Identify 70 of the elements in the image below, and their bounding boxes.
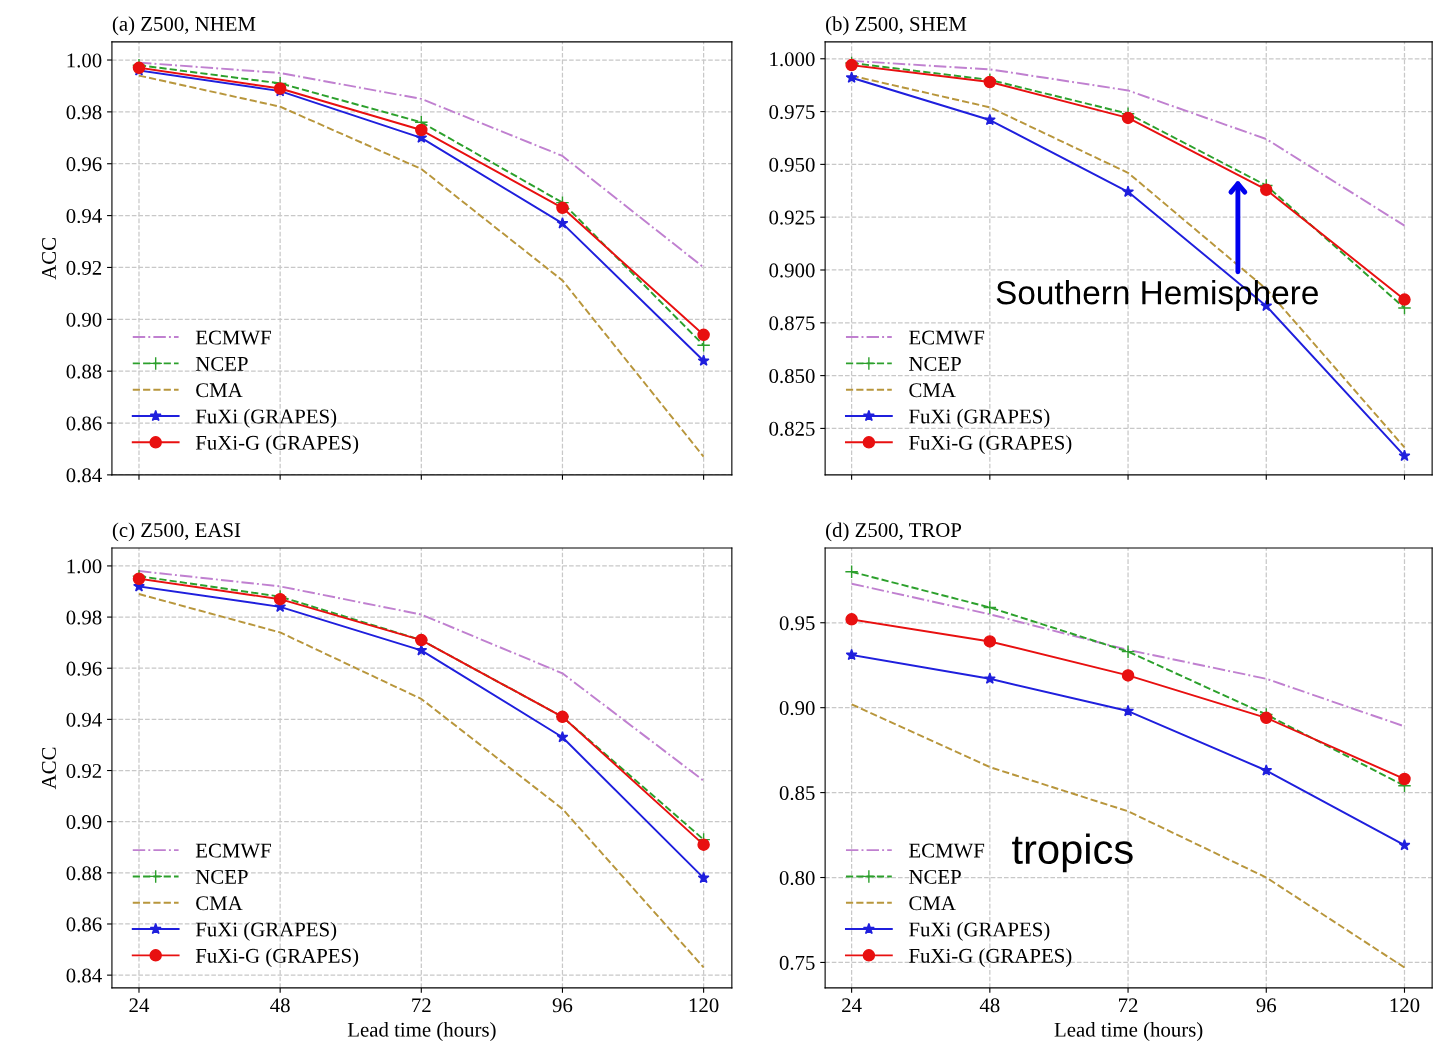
y-tick-label: 0.92 xyxy=(66,763,102,779)
legend-label: CMA xyxy=(196,383,243,398)
x-tick-label: 72 xyxy=(1119,998,1138,1013)
y-tick-label: 0.90 xyxy=(66,312,102,327)
legend-label: ECMWF xyxy=(195,330,271,345)
y-tick-label: 0.84 xyxy=(66,968,102,983)
y-tick-label: 0.95 xyxy=(779,616,815,631)
y-tick-label: 0.88 xyxy=(66,364,102,379)
legend-label: FuXi (GRAPES) xyxy=(909,921,1050,941)
legend-label: FuXi-G (GRAPES) xyxy=(909,948,1072,968)
x-tick-label: 48 xyxy=(270,998,290,1013)
y-tick-label: 1.00 xyxy=(67,559,102,574)
legend-label: CMA xyxy=(196,896,243,911)
legend-label: NCEP xyxy=(195,869,248,884)
y-tick-label: 0.94 xyxy=(66,208,102,224)
x-tick-label: 96 xyxy=(552,998,573,1013)
legend-label: FuXi-G (GRAPES) xyxy=(195,948,359,968)
y-tick-label: 0.86 xyxy=(66,917,102,932)
x-tick-label: 120 xyxy=(1390,998,1420,1013)
x-tick-label: 96 xyxy=(1256,998,1277,1013)
y-tick-label: 0.825 xyxy=(769,421,815,436)
chart-title: (d) Z500, TROP xyxy=(826,522,962,542)
y-tick-label: 1.00 xyxy=(67,53,102,68)
y-tick-label: 0.90 xyxy=(66,815,102,830)
x-tick-label: 72 xyxy=(412,998,431,1013)
legend-label: FuXi-G (GRAPES) xyxy=(195,435,359,455)
x-axis-title: Lead time (hours) xyxy=(347,1022,496,1041)
x-tick-label: 48 xyxy=(979,998,1000,1013)
y-tick-label: 0.80 xyxy=(779,870,815,886)
y-tick-label: 0.84 xyxy=(66,468,102,483)
legend-label: NCEP xyxy=(195,356,248,371)
legend-label: ECMWF xyxy=(909,330,985,345)
legend-label: ECMWF xyxy=(195,843,271,858)
x-tick-label: 24 xyxy=(129,998,150,1013)
y-tick-label: 0.975 xyxy=(769,104,815,120)
y-tick-label: 0.92 xyxy=(66,260,102,275)
y-tick-label: 0.75 xyxy=(779,955,815,970)
y-tick-label: 0.900 xyxy=(769,263,815,278)
legend-label: NCEP xyxy=(909,356,961,371)
chart-title: (b) Z500, SHEM xyxy=(826,16,967,36)
y-tick-label: 0.94 xyxy=(66,712,102,727)
y-axis-title: ACC xyxy=(41,747,56,790)
annotation: tropics xyxy=(1012,833,1133,873)
legend-label: FuXi (GRAPES) xyxy=(195,408,337,428)
y-axis-title: ACC xyxy=(41,238,56,280)
legend-label: FuXi-G (GRAPES) xyxy=(909,435,1072,455)
y-tick-label: 0.875 xyxy=(769,316,815,331)
y-tick-label: 0.850 xyxy=(769,368,815,384)
legend-label: FuXi (GRAPES) xyxy=(909,408,1050,428)
x-axis-title: Lead time (hours) xyxy=(1054,1022,1203,1041)
y-tick-label: 0.85 xyxy=(779,785,815,801)
legend-label: CMA xyxy=(909,896,956,911)
legend-label: NCEP xyxy=(909,869,961,884)
y-tick-label: 0.98 xyxy=(66,610,102,625)
chart-title: (a) Z500, NHEM xyxy=(112,16,256,36)
y-tick-label: 0.88 xyxy=(66,866,102,881)
y-tick-label: 0.86 xyxy=(66,416,102,431)
x-tick-label: 120 xyxy=(689,998,719,1013)
legend-label: FuXi (GRAPES) xyxy=(195,921,337,941)
chart-title: (c) Z500, EASI xyxy=(112,522,241,542)
y-tick-label: 0.950 xyxy=(769,157,815,172)
legend-label: ECMWF xyxy=(909,843,985,858)
y-tick-label: 0.90 xyxy=(779,701,815,716)
y-tick-label: 0.925 xyxy=(769,210,815,225)
x-tick-label: 24 xyxy=(842,998,862,1013)
y-tick-label: 1.000 xyxy=(770,52,815,67)
y-tick-label: 0.96 xyxy=(66,661,102,676)
legend-label: CMA xyxy=(909,383,956,398)
y-tick-label: 0.96 xyxy=(66,157,102,172)
y-tick-label: 0.98 xyxy=(66,105,102,120)
